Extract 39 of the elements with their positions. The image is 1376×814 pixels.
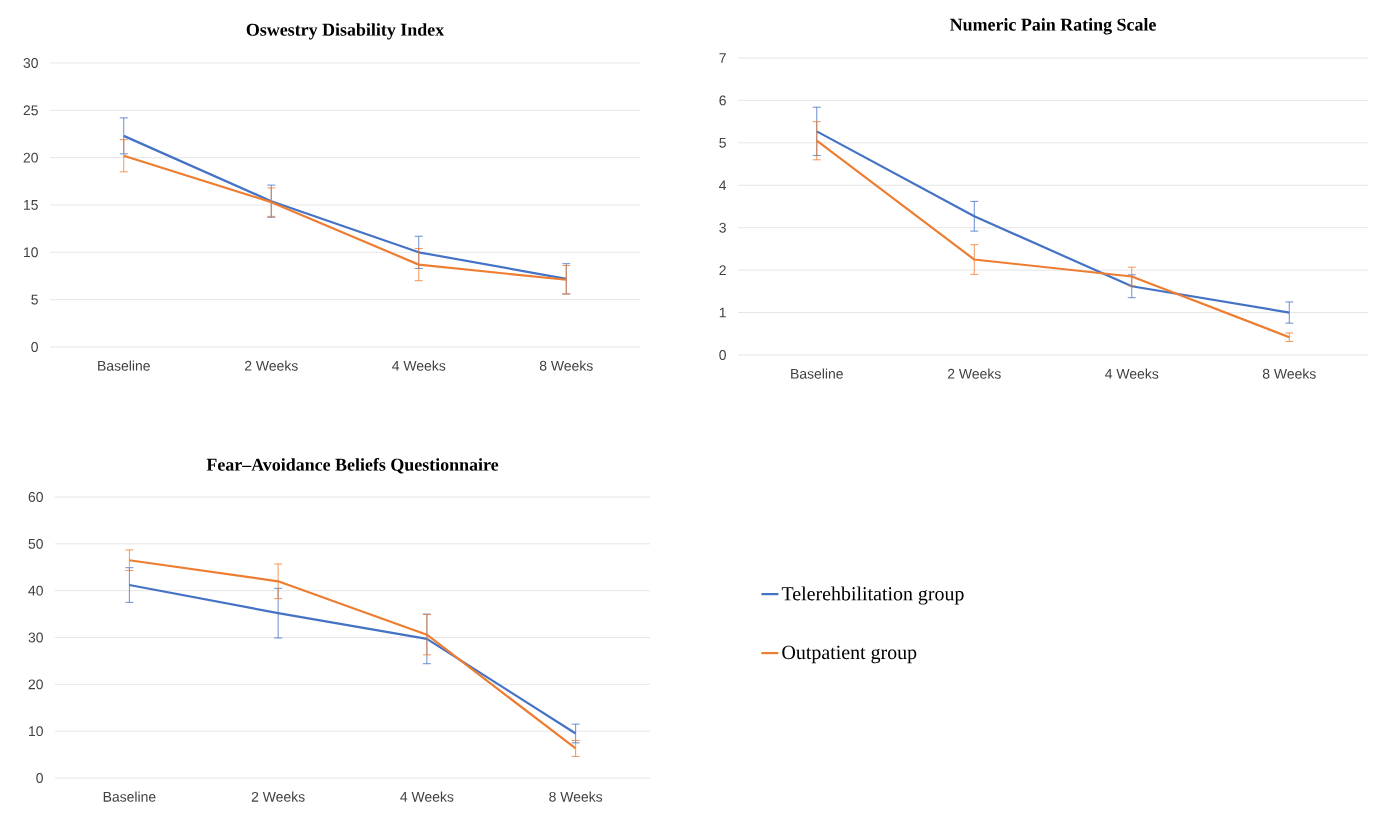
y-tick-label: 3 <box>719 222 726 233</box>
x-tick-label: 2 Weeks <box>251 791 305 802</box>
y-tick-label: 1 <box>719 307 726 318</box>
y-tick-label: 25 <box>23 105 38 116</box>
y-tick-label: 50 <box>28 538 43 549</box>
y-tick-label: 60 <box>28 492 43 502</box>
x-tick-label: Baseline <box>791 368 843 379</box>
y-tick-label: 0 <box>31 342 38 352</box>
x-tick-label: 4 Weeks <box>392 360 446 371</box>
x-tick-label: 8 Weeks <box>539 360 593 371</box>
y-tick-label: 30 <box>23 58 38 68</box>
x-tick-label: Baseline <box>98 360 150 371</box>
chart-title: Numeric Pain Rating Scale <box>950 18 1156 35</box>
chart-title: Oswestry Disability Index <box>246 23 445 40</box>
y-tick-label: 15 <box>24 200 38 210</box>
x-tick-label: 8 Weeks <box>549 791 603 802</box>
y-tick-label: 10 <box>24 247 38 258</box>
x-tick-label: 4 Weeks <box>400 791 454 802</box>
chart-title: Fear–Avoidance Beliefs Questionnaire <box>206 457 499 474</box>
legend-label: Telerehbilitation group <box>781 586 964 605</box>
y-tick-label: 4 <box>719 180 727 191</box>
x-tick-label: 2 Weeks <box>244 360 298 371</box>
y-tick-label: 20 <box>28 679 43 690</box>
x-tick-label: 2 Weeks <box>947 368 1001 379</box>
x-tick-label: Baseline <box>103 791 156 802</box>
y-tick-label: 0 <box>36 773 43 783</box>
legend-label: Outpatient group <box>782 645 917 664</box>
y-tick-label: 10 <box>29 726 43 737</box>
x-tick-label: 4 Weeks <box>1105 368 1159 379</box>
y-tick-label: 0 <box>719 350 726 360</box>
y-tick-label: 20 <box>23 152 38 163</box>
y-tick-label: 30 <box>28 632 43 643</box>
x-tick-label: 8 Weeks <box>1262 368 1316 379</box>
y-tick-label: 7 <box>719 53 726 63</box>
y-tick-label: 6 <box>719 95 726 106</box>
y-tick-label: 5 <box>719 137 726 148</box>
y-tick-label: 40 <box>28 585 43 596</box>
y-tick-label: 5 <box>31 294 38 305</box>
y-tick-label: 2 <box>719 265 726 275</box>
